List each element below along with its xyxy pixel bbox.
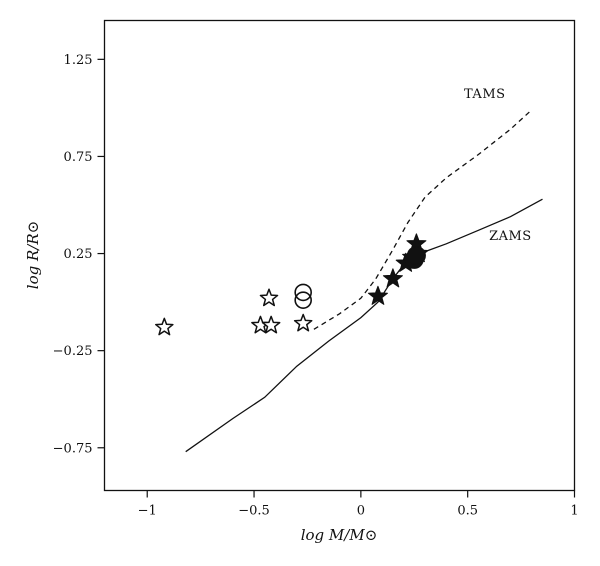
- x-tick-label: −1: [138, 504, 157, 519]
- track-curves: [185, 109, 543, 453]
- y-tick-label: 1.25: [64, 53, 93, 68]
- y-tick-label: 0.25: [64, 247, 93, 262]
- curve-annotations: TAMS ZAMS: [464, 87, 532, 244]
- data-markers: [155, 233, 429, 336]
- y-tick-label: −0.25: [53, 344, 93, 359]
- filled-star-marker: [382, 268, 403, 288]
- y-axis-title: log R/R⊙: [24, 221, 42, 289]
- open-circle-marker: [294, 291, 312, 309]
- open-star-marker: [155, 317, 174, 336]
- y-tick-label: −0.75: [53, 441, 93, 456]
- open-star-marker: [261, 315, 281, 334]
- open-star-marker: [259, 288, 279, 307]
- filled-star-marker: [367, 285, 388, 305]
- x-axis-title: log M/M⊙: [301, 526, 378, 544]
- filled-circle-marker: [406, 246, 426, 265]
- x-tick-label: −0.5: [238, 504, 270, 519]
- plot-frame: [103, 19, 576, 492]
- open-circle-marker: [294, 283, 312, 302]
- tams-curve: [313, 109, 533, 330]
- zams-curve: [185, 198, 543, 453]
- y-tick-label: 0.75: [64, 150, 93, 165]
- tams-label: TAMS: [464, 87, 506, 102]
- x-tick-label: 1: [570, 504, 578, 519]
- open-star-marker: [293, 313, 313, 332]
- x-tick-label: 0.5: [457, 504, 478, 519]
- axis-ticks: −1 −0.5 0 0.5 1 1.25 0.75 0.25 −0.25 −0.75: [53, 53, 579, 519]
- x-tick-label: 0: [357, 504, 365, 519]
- zams-label: ZAMS: [489, 229, 532, 244]
